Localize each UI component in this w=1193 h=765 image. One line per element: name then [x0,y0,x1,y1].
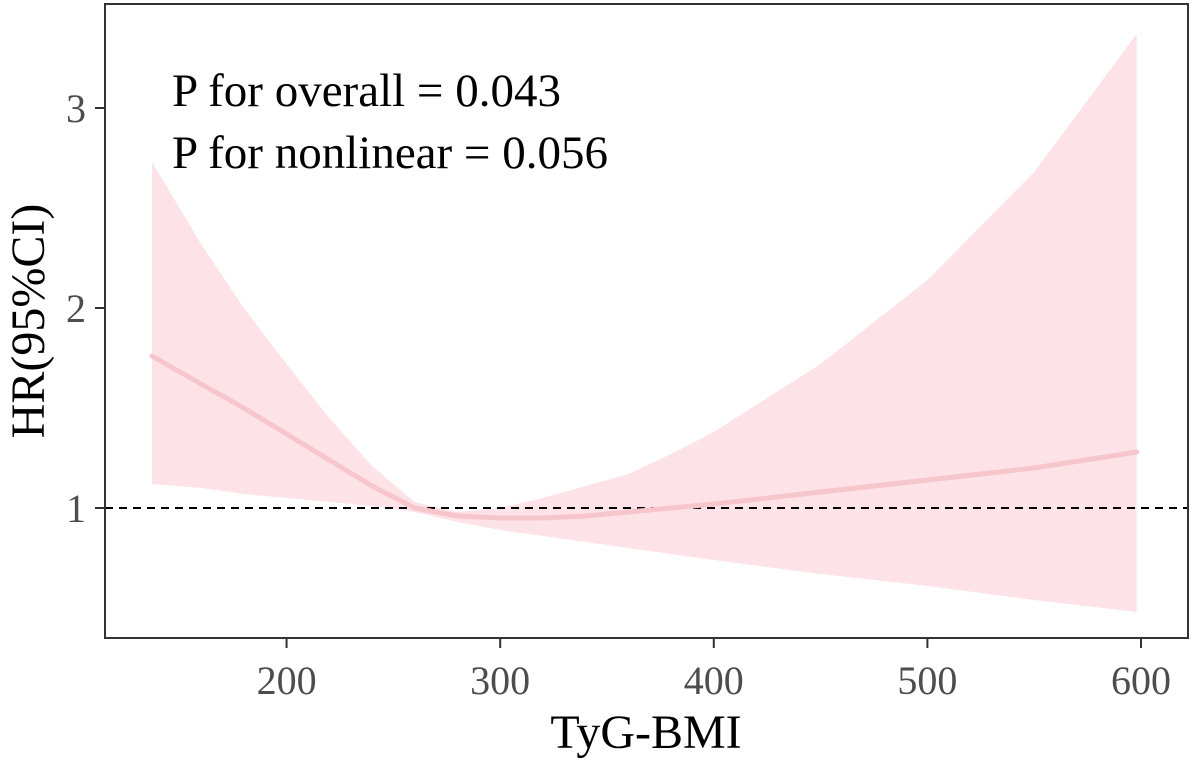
x-axis-title: TyG-BMI [550,706,741,759]
y-tick-label: 1 [66,486,86,531]
x-tick-label: 600 [1111,658,1171,703]
x-tick-label: 200 [257,658,317,703]
y-axis-title: HR(95%CI) [2,204,55,439]
y-tick-label: 2 [66,286,86,331]
x-axis: 200 300 400 500 600 [257,638,1171,703]
x-tick-label: 300 [470,658,530,703]
hazard-ratio-line [149,353,1140,521]
x-tick-label: 400 [684,658,744,703]
x-tick-label: 500 [897,658,957,703]
p-nonlinear-annotation: P for nonlinear = 0.056 [172,127,608,179]
confidence-band [152,34,1137,612]
p-overall-annotation: P for overall = 0.043 [172,65,561,117]
panel-border [104,3,1189,639]
y-tick-label: 3 [66,86,86,131]
y-axis: 1 2 3 [66,86,105,531]
plot-area [105,34,1188,612]
